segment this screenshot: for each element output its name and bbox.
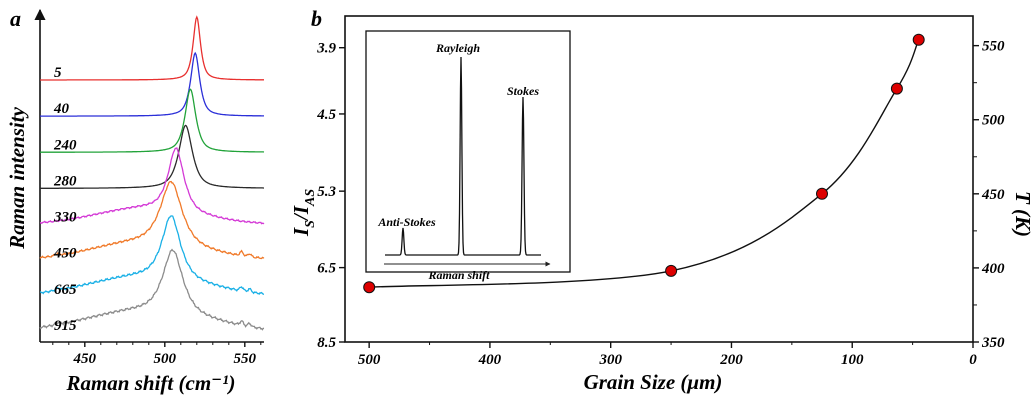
panel-b-right-tick-label: 550 (982, 39, 1005, 55)
panel-a-spectrum-40 (40, 51, 264, 117)
panel-b-x-tick-label: 100 (841, 352, 864, 368)
panel-b-right-tick-label: 350 (981, 335, 1005, 351)
panel-b-left-tick-label: 5.3 (317, 184, 336, 200)
panel-a-y-axis-title: Raman intensity (5, 106, 29, 249)
panel-a-series-label-450: 450 (53, 246, 77, 262)
panel-a-series-label-5: 5 (54, 65, 62, 81)
panel-a-series-label-240: 240 (53, 137, 77, 153)
panel-b-left-axis-title: IS/IAS (289, 189, 318, 237)
panel-b-letter: b (311, 6, 322, 31)
panel-a-x-axis-title: Raman shift (cm⁻¹) (65, 371, 235, 395)
panel-b-x-tick-label: 300 (598, 352, 622, 368)
panel-a: a 450 500 550 5 40 240 280 330 450 665 915 Raman … (5, 6, 265, 395)
panel-b-right-axis-title: T (K) (1011, 191, 1035, 237)
panel-a-series-label-40: 40 (53, 101, 70, 117)
panel-a-x-tick-label: 500 (154, 351, 177, 367)
inset-spectrum (385, 56, 541, 256)
panel-b-x-tick-label: 500 (358, 352, 381, 368)
panel-a-spectrum-915 (39, 248, 265, 331)
panel-a-x-tick-label: 450 (73, 351, 97, 367)
panel-b-data-point (363, 281, 376, 294)
inset-label-anti-stokes: Anti-Stokes (377, 215, 436, 229)
panel-b-data-point (816, 187, 828, 200)
panel-b-left-tick-label: 4.5 (316, 107, 336, 123)
panel-a-series-label-280: 280 (53, 173, 77, 189)
inset-label-rayleigh: Rayleigh (435, 41, 480, 55)
panel-a-series-label-665: 665 (54, 282, 77, 298)
inset-frame (365, 30, 571, 273)
panel-a-series-label-330: 330 (53, 210, 77, 226)
panel-b-left-tick-label: 3.9 (316, 41, 336, 57)
panel-a-spectrum-665 (39, 215, 265, 296)
panel-a-spectrum-450 (39, 180, 265, 260)
panel-b-right-tick-label: 400 (981, 261, 1005, 277)
panel-a-spectrum-240 (40, 88, 265, 153)
panel-b-data-point (890, 82, 903, 95)
panel-b-data-point (912, 33, 925, 46)
panel-b-x-tick-label: 0 (969, 352, 977, 368)
panel-b-right-tick-label: 500 (982, 113, 1005, 129)
panel-b-x-tick-label: 400 (478, 352, 502, 368)
panel-b-right-tick-label: 450 (981, 187, 1005, 203)
panel-b-x-tick-label: 200 (719, 352, 743, 368)
panel-a-spectrum-280 (40, 124, 264, 189)
panel-b-x-axis-title: Grain Size (μm) (584, 370, 723, 394)
inset: Raman shift Rayleigh Stokes Anti-Stokes (365, 30, 571, 282)
inset-x-axis-label: Raman shift (427, 268, 490, 282)
panel-b-frame (344, 15, 974, 343)
panel-b-left-tick-label: 6.5 (317, 261, 336, 277)
inset-label-stokes: Stokes (507, 84, 539, 98)
panel-a-spectrum-330 (39, 147, 265, 225)
panel-a-letter: a (10, 6, 21, 31)
panel-a-x-tick-label: 550 (234, 351, 257, 367)
panel-a-series-label-915: 915 (54, 318, 77, 334)
panel-b-left-tick-label: 8.5 (317, 335, 336, 351)
panel-b-data-point (665, 264, 678, 277)
panel-a-spectrum-5 (40, 15, 264, 81)
